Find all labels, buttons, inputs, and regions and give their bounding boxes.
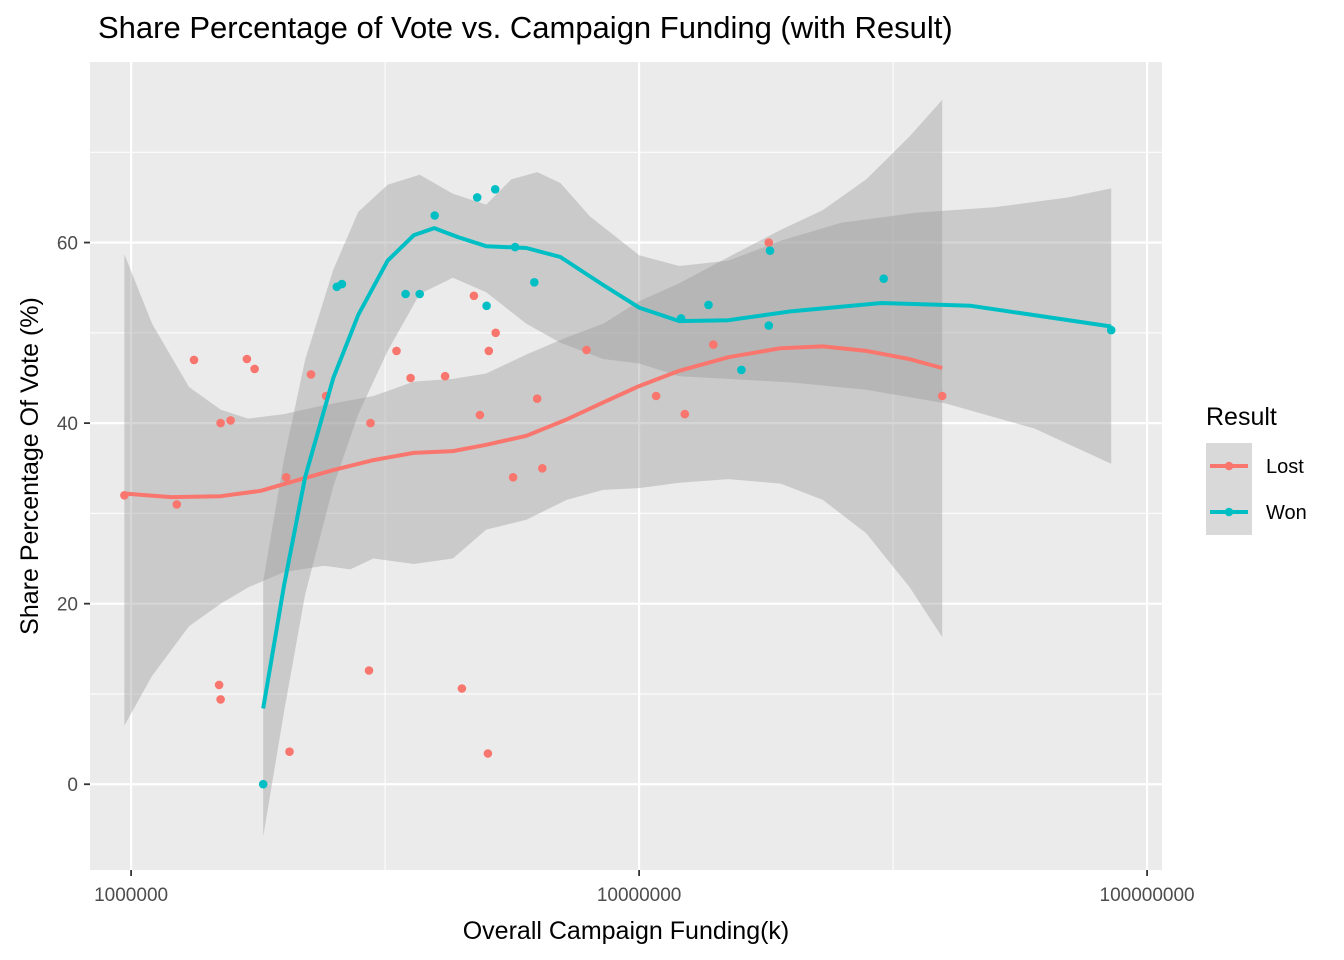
data-point-lost (709, 340, 718, 349)
legend-label-won: Won (1266, 502, 1307, 524)
data-point-lost (484, 346, 494, 356)
data-point-lost (457, 684, 467, 693)
data-point-lost (440, 371, 450, 381)
data-point-lost (680, 409, 690, 419)
data-point-lost (216, 418, 225, 428)
y-tick-label: 60 (57, 234, 78, 255)
data-point-lost (364, 666, 374, 675)
data-point-won (530, 278, 539, 287)
y-tick-label: 20 (57, 595, 78, 616)
data-point-lost (538, 464, 547, 473)
legend: Result Lost Won (1206, 403, 1307, 535)
x-tick-label: 100000000 (1100, 885, 1195, 906)
data-point-won (258, 779, 268, 789)
data-point-won (472, 193, 482, 202)
data-point-lost (172, 500, 182, 509)
data-point-lost (937, 391, 947, 401)
data-point-lost (214, 680, 224, 690)
data-point-won (430, 211, 440, 220)
data-point-lost (242, 354, 252, 364)
legend-key-point (1224, 507, 1234, 517)
data-point-lost (582, 345, 591, 355)
chart-title: Share Percentage of Vote vs. Campaign Fu… (98, 10, 953, 45)
y-tick-label: 0 (67, 775, 78, 796)
data-point-lost (483, 749, 493, 758)
smooth-line-won (261, 226, 1112, 709)
data-point-lost (226, 416, 235, 425)
data-point-won (879, 274, 888, 284)
data-point-won (704, 300, 713, 310)
x-tick-label: 1000000 (94, 885, 168, 906)
data-point-lost (281, 473, 291, 482)
y-axis-title: Share Percentage Of Vote (%) (16, 297, 44, 635)
data-point-lost (189, 355, 199, 365)
data-point-won (764, 321, 774, 330)
smooth-line-lost (124, 344, 943, 500)
data-point-won (337, 279, 347, 289)
data-point-lost (285, 747, 294, 756)
data-point-lost (406, 373, 415, 383)
data-point-lost (250, 364, 259, 374)
x-axis-title: Overall Campaign Funding(k) (463, 917, 790, 945)
axes: 1000000 10000000 100000000 0 20 40 60 (57, 234, 1195, 906)
data-point-lost (366, 418, 375, 428)
data-point-won (765, 246, 775, 255)
y-tick-label: 40 (57, 414, 78, 435)
data-point-lost (508, 473, 518, 482)
legend-title: Result (1206, 403, 1277, 431)
confidence-bands (124, 99, 1112, 837)
data-point-lost (532, 394, 542, 404)
data-point-lost (469, 291, 479, 301)
data-point-won (415, 289, 425, 299)
legend-key-point (1224, 461, 1234, 471)
data-point-lost (764, 238, 774, 247)
data-point-won (401, 289, 410, 299)
data-point-won (737, 365, 746, 375)
confidence-band-won (263, 172, 1112, 837)
grid (90, 62, 1162, 870)
data-point-lost (392, 346, 401, 356)
data-point-lost (306, 370, 316, 379)
x-tick-label: 10000000 (597, 885, 682, 906)
data-point-won (490, 185, 500, 194)
confidence-band-lost (124, 99, 943, 726)
plot-panel (90, 62, 1162, 870)
data-point-won (482, 301, 491, 311)
data-point-lost (475, 410, 485, 420)
smooth-lines (124, 226, 1112, 709)
legend-label-lost: Lost (1266, 456, 1304, 478)
data-point-lost (491, 328, 501, 338)
data-point-lost (216, 695, 225, 704)
data-point-lost (651, 391, 661, 401)
